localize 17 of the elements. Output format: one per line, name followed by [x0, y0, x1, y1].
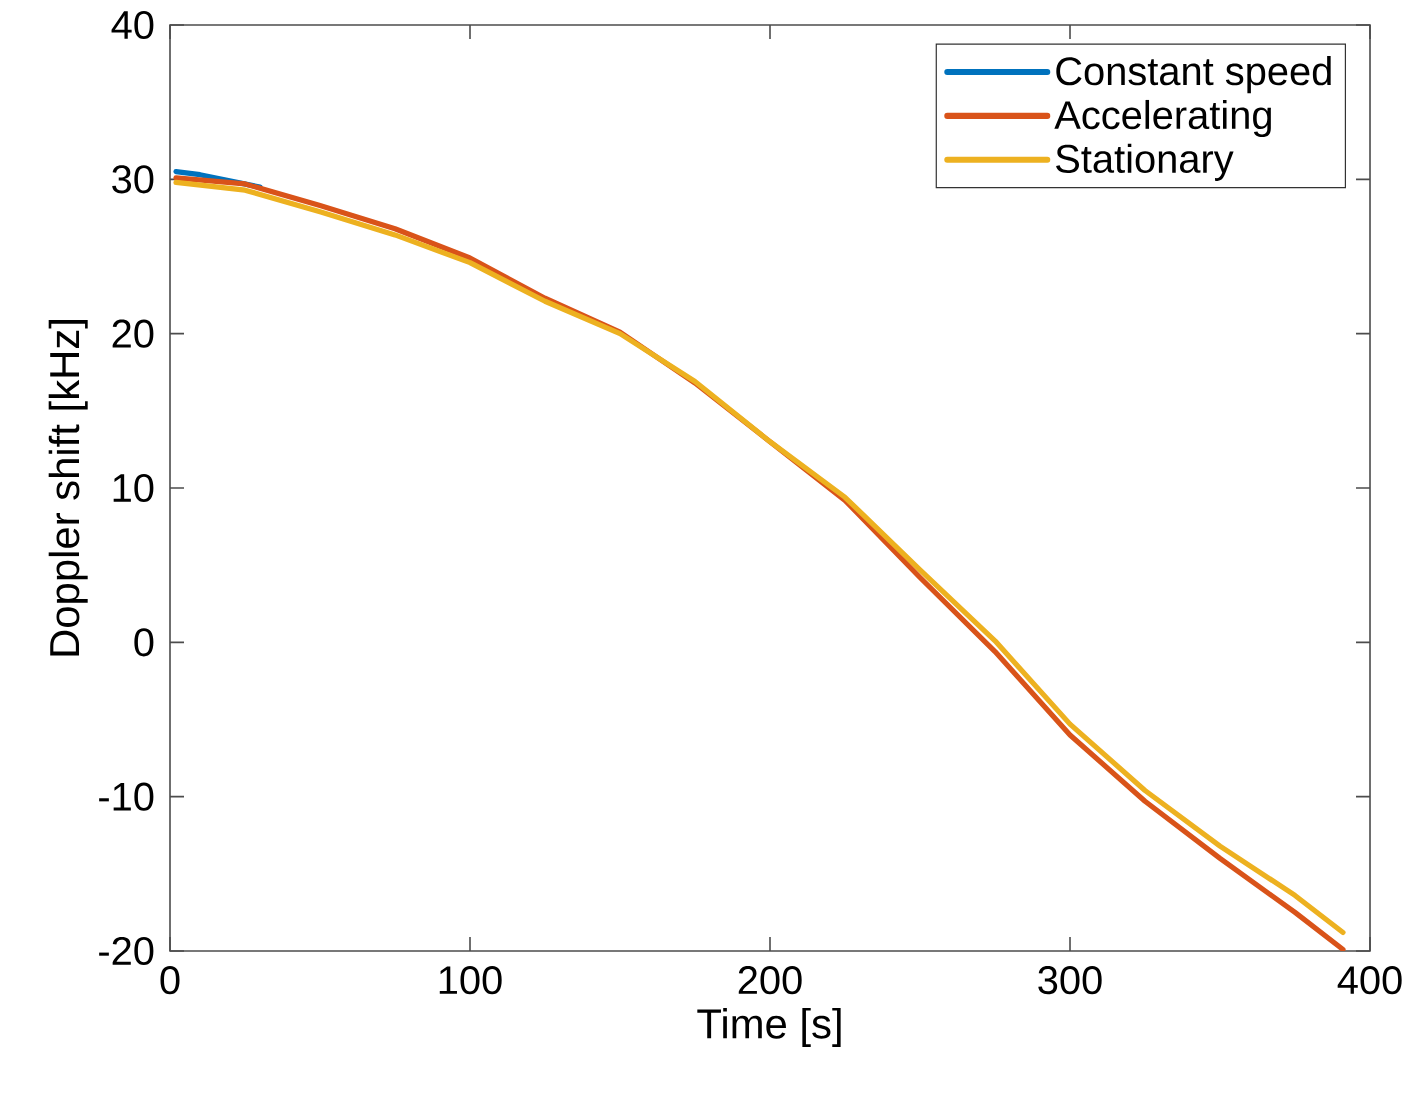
legend-label: Constant speed	[1056, 56, 1331, 94]
x-tick-label: 100	[439, 966, 502, 995]
y-tick-label: 0	[134, 628, 154, 657]
legend-label: Stationary	[1056, 143, 1234, 181]
y-tick-label: 30	[112, 165, 154, 194]
x-tick-label: 300	[1038, 966, 1102, 995]
x-tick-label: 400	[1337, 966, 1402, 995]
y-tick-label: -20	[99, 936, 154, 966]
y-tick-label: 20	[112, 319, 154, 348]
x-tick-label: 200	[738, 966, 802, 995]
legend-label: Accelerating	[1054, 99, 1271, 138]
y-axis-title: Doppler shift [kHz]	[48, 320, 88, 656]
y-tick-label: 40	[111, 10, 154, 40]
y-tick-label: 10	[113, 473, 154, 503]
x-tick-label: 0	[160, 966, 180, 995]
x-axis-title: Time [s]	[697, 1007, 841, 1047]
y-tick-label: -10	[99, 782, 154, 811]
